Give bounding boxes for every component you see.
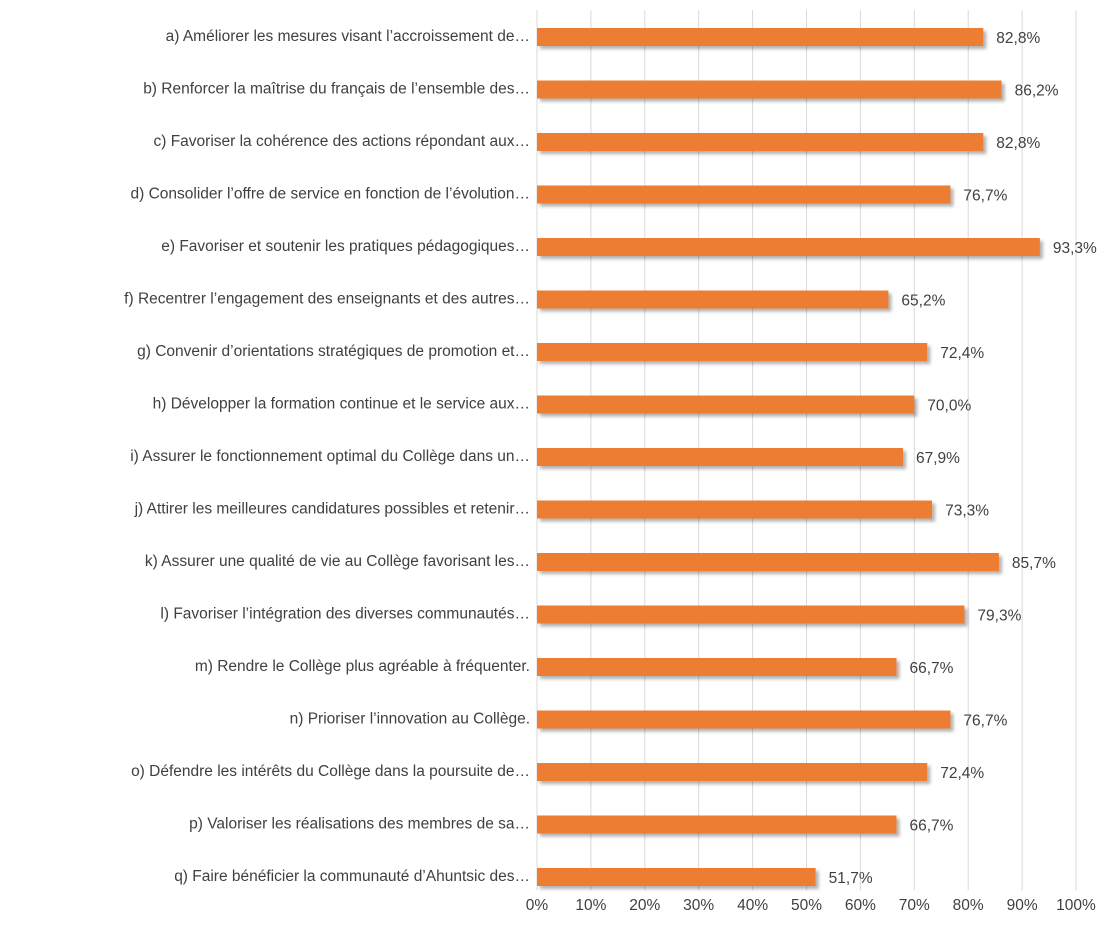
bar	[537, 80, 1002, 99]
bar	[537, 343, 928, 361]
y-tick-label: d) Consolider l’offre de service en fonc…	[131, 186, 531, 203]
data-label: 79,3%	[977, 608, 1021, 625]
y-tick-label: e) Favoriser et soutenir les pratiques p…	[161, 238, 530, 255]
y-tick-label: a) Améliorer les mesures visant l’accroi…	[166, 28, 530, 45]
x-tick-label: 30%	[683, 897, 714, 914]
bar	[537, 395, 915, 414]
bar	[537, 763, 928, 781]
x-tick-label: 0%	[526, 897, 549, 914]
y-tick-label: p) Valoriser les réalisations des membre…	[189, 816, 530, 833]
x-tick-label: 10%	[575, 897, 606, 914]
bar	[537, 448, 903, 466]
bar	[537, 868, 816, 886]
data-label: 70,0%	[927, 398, 971, 415]
y-tick-label: i) Assurer le fonctionnement optimal du …	[130, 448, 530, 465]
y-tick-label: g) Convenir d’orientations stratégiques …	[137, 343, 530, 360]
x-tick-label: 60%	[845, 897, 876, 914]
y-tick-label: l) Favoriser l’intégration des diverses …	[160, 606, 530, 623]
y-tick-label: h) Développer la formation continue et l…	[153, 396, 530, 413]
y-tick-label: n) Prioriser l’innovation au Collège.	[290, 711, 530, 728]
data-label: 72,4%	[940, 765, 984, 782]
y-tick-label: o) Défendre les intérêts du Collège dans…	[131, 763, 530, 780]
data-label: 76,7%	[963, 188, 1007, 205]
x-tick-label: 40%	[737, 897, 768, 914]
data-label: 73,3%	[945, 503, 989, 520]
bar	[537, 185, 951, 204]
bar	[537, 28, 984, 46]
bar	[537, 815, 897, 834]
data-label: 51,7%	[829, 870, 873, 887]
x-tick-label: 90%	[1007, 897, 1038, 914]
y-tick-label: c) Favoriser la cohérence des actions ré…	[153, 133, 530, 150]
data-label: 82,8%	[996, 135, 1040, 152]
x-tick-label: 70%	[899, 897, 930, 914]
data-label: 66,7%	[910, 660, 954, 677]
bar	[537, 238, 1040, 256]
bar	[537, 710, 951, 729]
bar	[537, 605, 965, 624]
y-tick-label: j) Attirer les meilleures candidatures p…	[134, 501, 530, 518]
data-label: 86,2%	[1015, 83, 1059, 100]
bar	[537, 290, 889, 309]
bar	[537, 658, 897, 676]
y-tick-label: f) Recentrer l’engagement des enseignant…	[124, 291, 530, 308]
data-label: 66,7%	[910, 818, 954, 835]
x-tick-label: 50%	[791, 897, 822, 914]
data-label: 76,7%	[963, 713, 1007, 730]
x-tick-label: 80%	[953, 897, 984, 914]
data-label: 82,8%	[996, 30, 1040, 47]
x-tick-label: 20%	[629, 897, 660, 914]
data-label: 85,7%	[1012, 555, 1056, 572]
data-label: 65,2%	[901, 293, 945, 310]
data-label: 93,3%	[1053, 240, 1097, 257]
data-label: 72,4%	[940, 345, 984, 362]
bar	[537, 133, 984, 151]
bar	[537, 500, 933, 519]
y-tick-label: m) Rendre le Collège plus agréable à fré…	[195, 658, 530, 675]
x-tick-label: 100%	[1056, 897, 1096, 914]
bar	[537, 553, 999, 571]
y-tick-label: k) Assurer une qualité de vie au Collège…	[145, 553, 530, 570]
y-tick-label: q) Faire bénéficier la communauté d’Ahun…	[174, 868, 530, 885]
data-label: 67,9%	[916, 450, 960, 467]
y-tick-label: b) Renforcer la maîtrise du français de …	[143, 81, 530, 98]
